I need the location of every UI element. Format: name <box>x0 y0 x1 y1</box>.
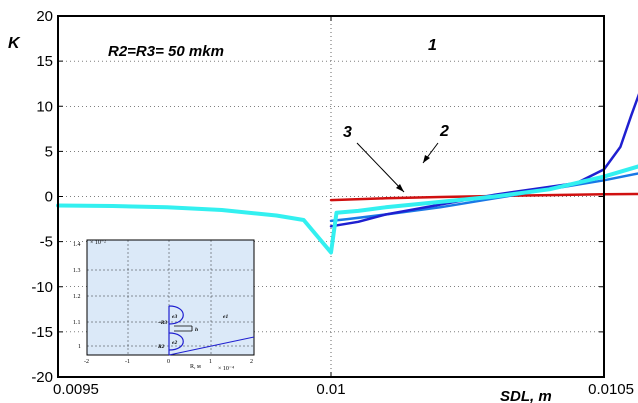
y-axis-label: K <box>8 35 21 52</box>
inset-x-label: R, м <box>190 364 201 370</box>
inset-frame <box>86 239 255 356</box>
inset-x-exponent: × 10⁻⁴ <box>218 366 234 372</box>
curve-label-3: 3 <box>343 124 352 141</box>
inset-boundary <box>168 336 255 356</box>
inset-label-r2: R2 <box>157 344 165 350</box>
inset-arc-lower <box>168 332 184 351</box>
series-line-3 <box>56 164 638 255</box>
arrow-3-head <box>396 184 404 192</box>
y-tick-label: -15 <box>31 324 53 341</box>
inset-arc-upper <box>168 305 184 325</box>
inset-ytick: 1.2 <box>73 294 81 300</box>
arrow-2-head <box>423 155 430 163</box>
inset-label-e1: e1 <box>223 314 228 320</box>
x-tick-label: 0.0105 <box>588 381 634 398</box>
y-tick-label: 10 <box>36 98 53 115</box>
x-tick-label: 0.01 <box>316 381 345 398</box>
inset-label-h: h <box>195 327 198 333</box>
inset-ytick: 1.4 <box>73 242 81 248</box>
inset-xtick: -2 <box>84 359 89 365</box>
inset-xtick: 1 <box>209 359 212 365</box>
y-tick-label: 20 <box>36 8 53 25</box>
curve-label-2: 2 <box>439 123 449 140</box>
y-tick-label: 0 <box>45 189 53 206</box>
inset-label-e3: e3 <box>172 314 177 320</box>
inset-xtick: 0 <box>167 359 170 365</box>
y-tick-label: 5 <box>45 143 53 160</box>
inset-y-exponent: × 10⁻² <box>90 240 106 246</box>
y-tick-label: -5 <box>40 234 53 251</box>
inset-xtick: -1 <box>125 359 130 365</box>
y-tick-label: 15 <box>36 53 53 70</box>
arrow-3 <box>356 142 405 193</box>
inset-label-e2: e2 <box>172 340 177 346</box>
inset-xtick: 2 <box>250 359 253 365</box>
y-tick-label: -20 <box>31 369 53 386</box>
y-tick-label: -10 <box>31 279 53 296</box>
inset-ytick: 1.1 <box>73 320 81 326</box>
inset-label-r3: –R3 <box>157 320 167 326</box>
inset-ytick: 1 <box>78 344 81 350</box>
x-axis-label: SDL, m <box>500 388 552 403</box>
inset-diagram: e3 e2 e1 –R3 R2 h × 10⁻² 1.4 1.3 1.2 1.1… <box>73 239 255 372</box>
curve-label-1: 1 <box>428 37 437 54</box>
x-tick-label: 0.0095 <box>53 381 99 398</box>
inset-ytick: 1.3 <box>73 268 81 274</box>
params-annotation: R2=R3= 50 mkm <box>108 43 224 60</box>
